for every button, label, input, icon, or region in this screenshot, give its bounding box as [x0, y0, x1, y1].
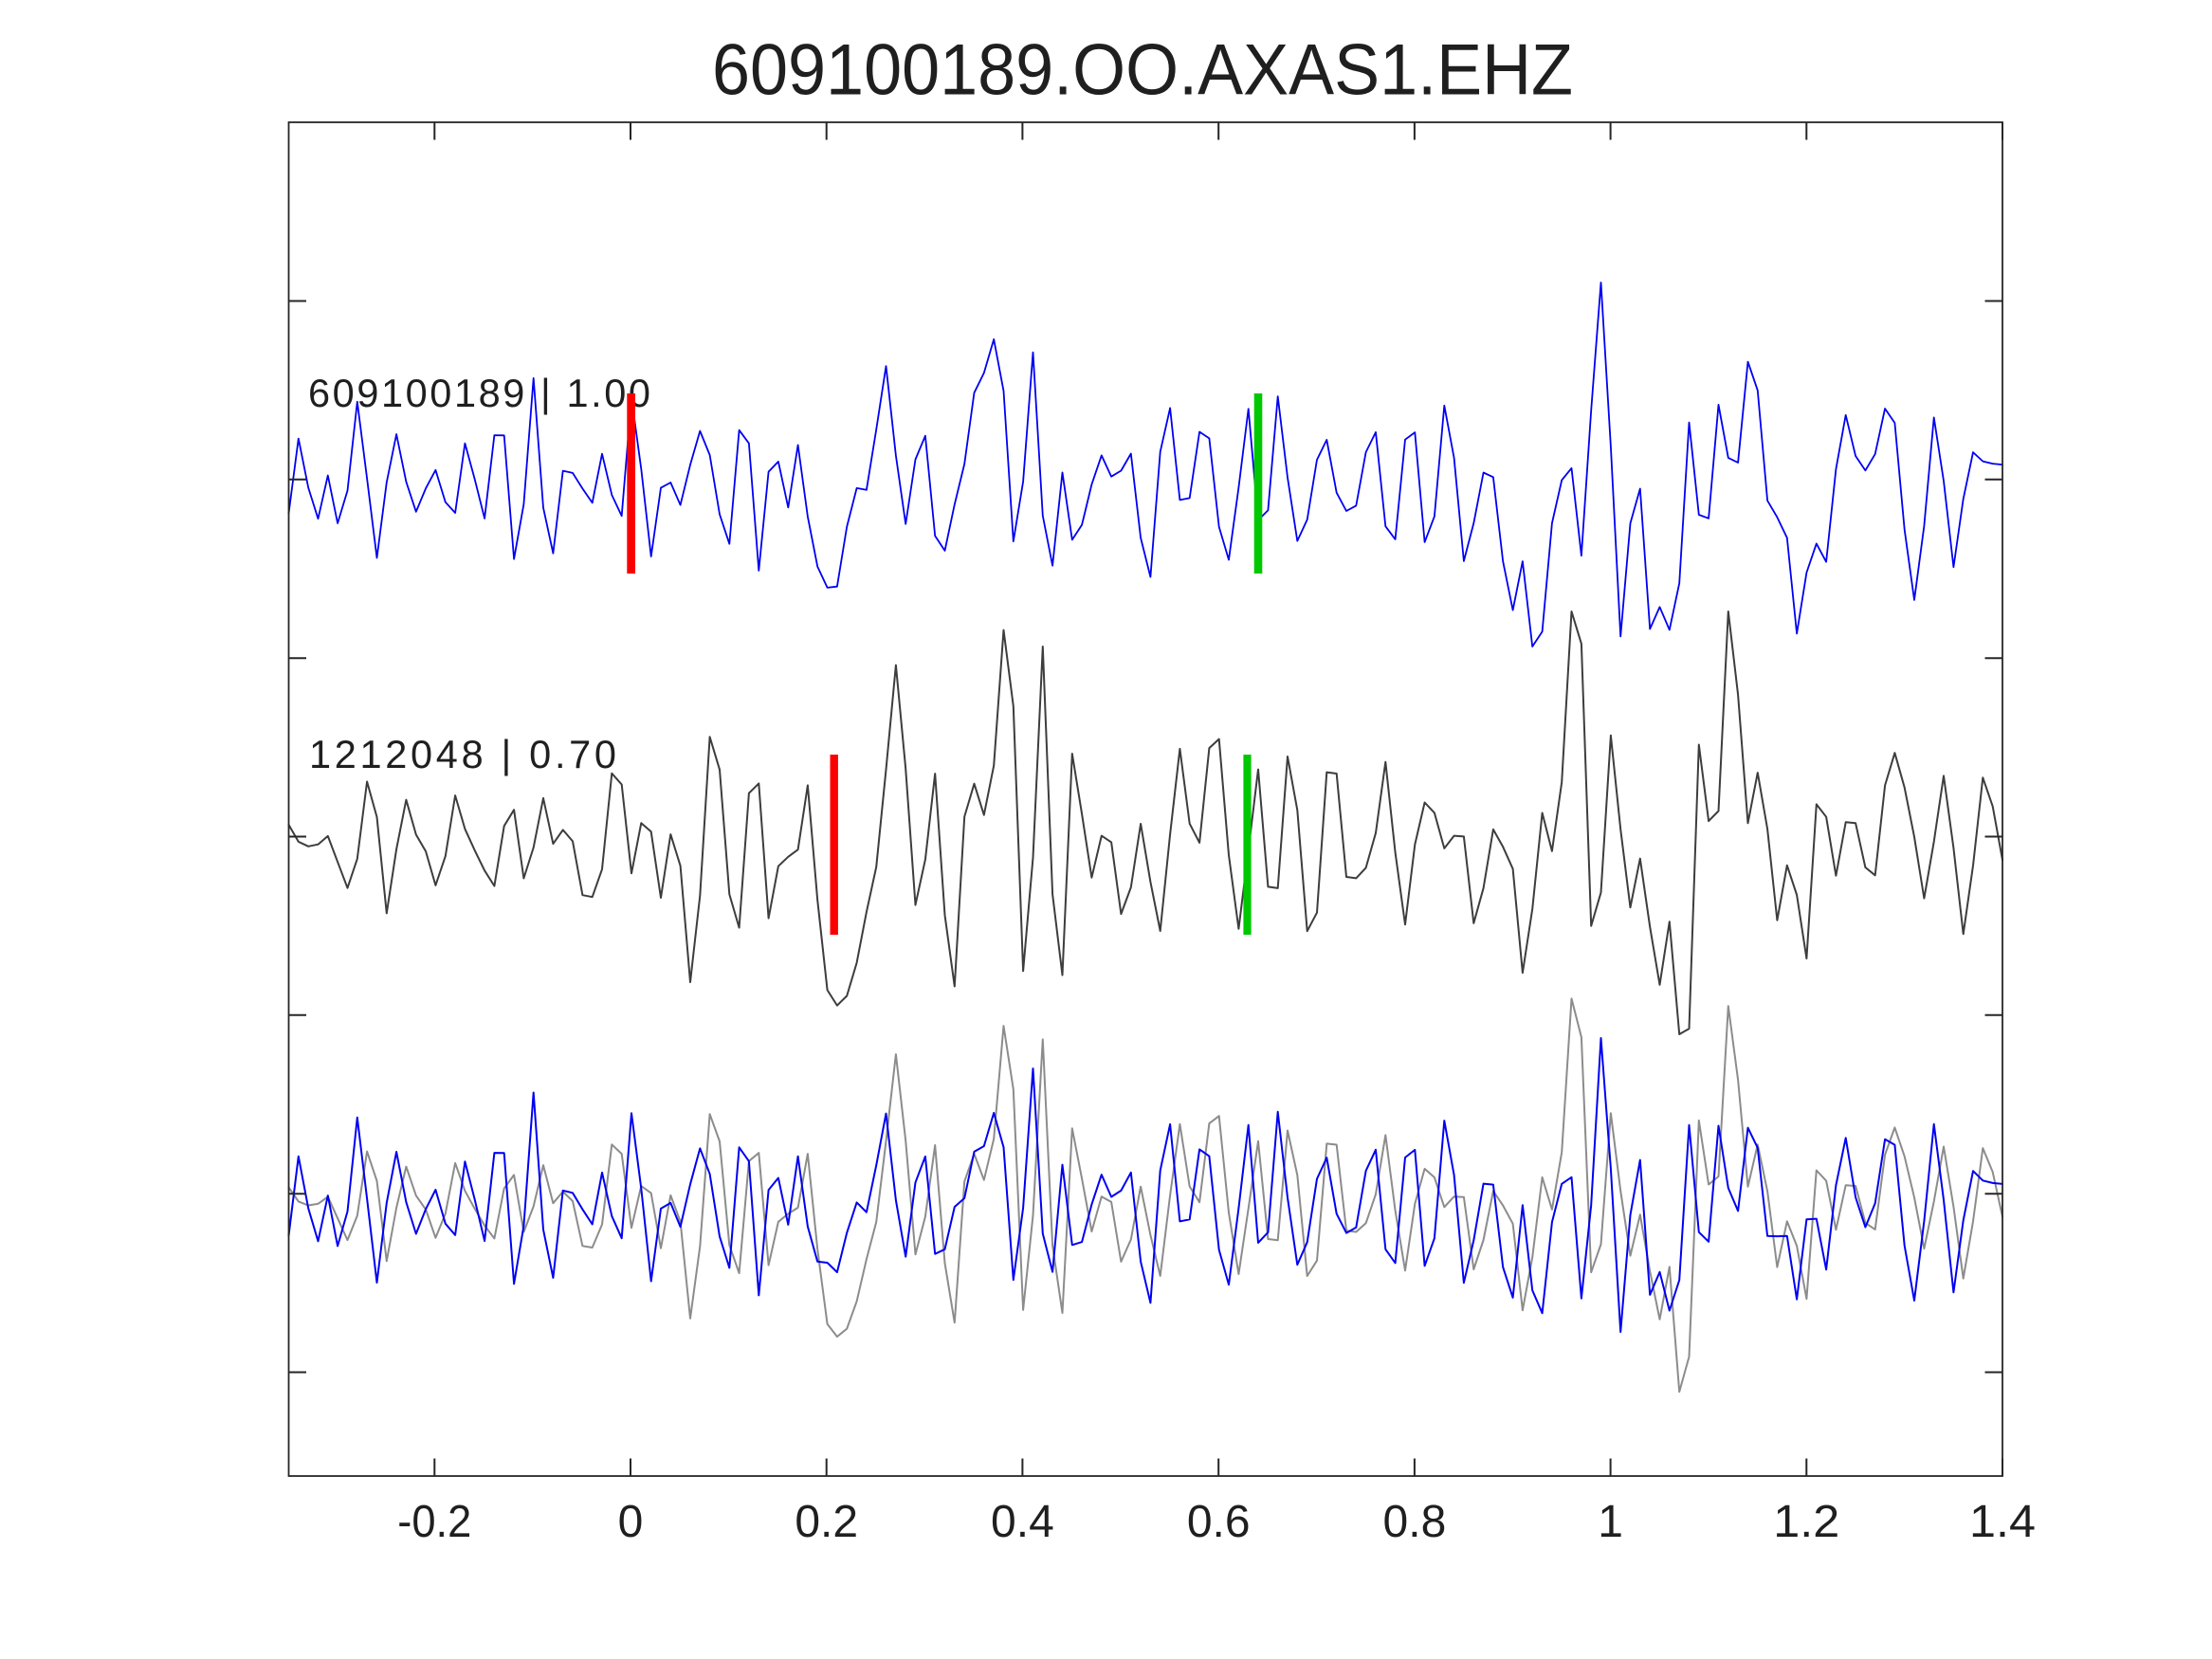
svg-text:609100189 | 1.00: 609100189 | 1.00 [308, 371, 650, 415]
svg-text:1.4: 1.4 [1969, 1497, 2036, 1547]
svg-text:0.4: 0.4 [991, 1497, 1054, 1547]
svg-text:0: 0 [618, 1497, 644, 1547]
svg-text:1.2: 1.2 [1773, 1497, 1839, 1547]
svg-text:609100189.OO.AXAS1.EHZ: 609100189.OO.AXAS1.EHZ [712, 30, 1573, 111]
svg-text:0.8: 0.8 [1383, 1497, 1447, 1547]
svg-text:0.6: 0.6 [1187, 1497, 1251, 1547]
svg-text:-0.2: -0.2 [397, 1497, 471, 1547]
svg-text:0.2: 0.2 [795, 1497, 858, 1547]
svg-text:1212048 | 0.70: 1212048 | 0.70 [309, 732, 616, 776]
svg-text:1: 1 [1598, 1497, 1623, 1547]
